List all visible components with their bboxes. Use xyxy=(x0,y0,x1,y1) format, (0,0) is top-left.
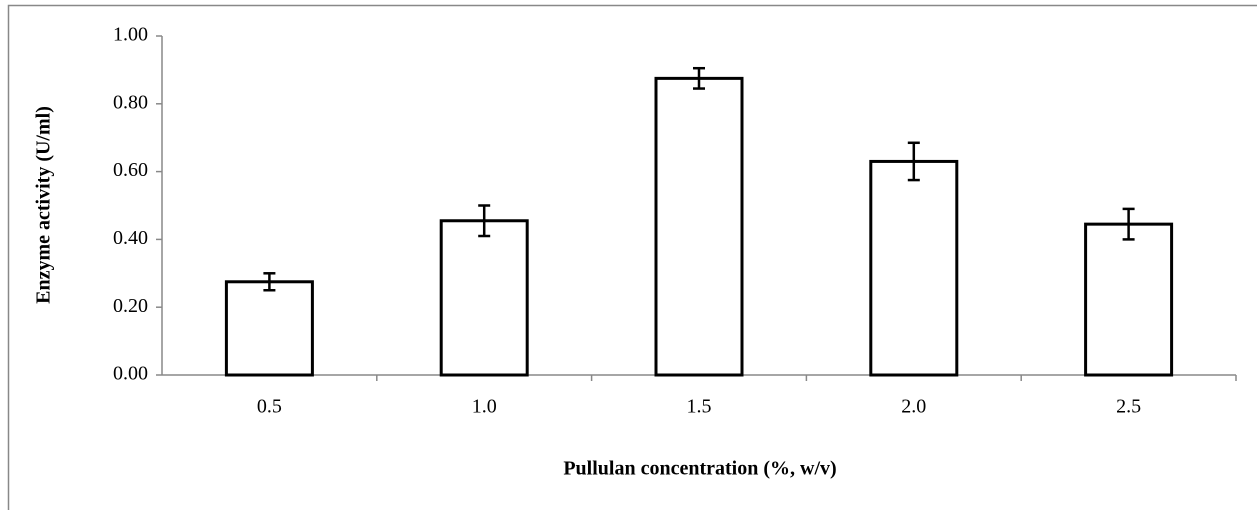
error-bar xyxy=(693,66,705,90)
error-bar xyxy=(478,204,491,238)
y-tick-label: 0.80 xyxy=(113,91,148,113)
x-axis-title: Pullulan concentration (%, w/v) xyxy=(563,458,836,480)
bar xyxy=(869,159,959,377)
bar xyxy=(224,280,314,377)
x-tick-label: 2.5 xyxy=(1116,396,1141,418)
chart-frame xyxy=(7,4,1257,510)
y-tick-label: 0.00 xyxy=(113,363,148,385)
x-tick-label: 0.5 xyxy=(257,396,282,418)
error-bar xyxy=(263,272,276,292)
error-bar xyxy=(907,141,920,182)
x-tick-label: 2.0 xyxy=(901,396,926,418)
y-tick-label: 1.00 xyxy=(113,24,148,46)
bar xyxy=(654,76,744,377)
y-axis-title: Enzyme activity (U/ml) xyxy=(33,106,55,304)
bar xyxy=(439,219,529,377)
bar xyxy=(1084,222,1174,377)
error-bar xyxy=(1122,207,1135,241)
y-tick-label: 0.60 xyxy=(113,159,148,181)
y-tick-label: 0.40 xyxy=(113,227,148,249)
x-tick-label: 1.5 xyxy=(687,396,712,418)
y-tick-label: 0.20 xyxy=(113,295,148,317)
x-tick-label: 1.0 xyxy=(472,396,497,418)
